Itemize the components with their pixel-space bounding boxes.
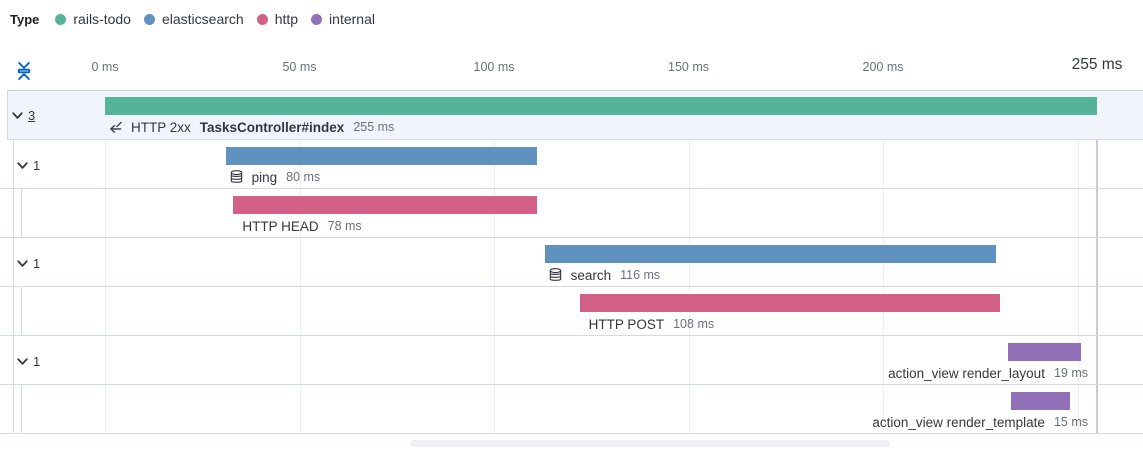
indent-guide-nested: [21, 385, 22, 434]
span-label: HTTP 2xx TasksController#index 255 ms: [108, 118, 394, 136]
indent-guide: [13, 140, 14, 434]
span-label: search 116 ms: [548, 266, 661, 284]
axis-tick: 150 ms: [668, 60, 710, 74]
span-label: action_view render_template 15 ms: [872, 413, 1088, 431]
horizontal-scrollbar[interactable]: [410, 440, 890, 447]
waterfall-row-action-view-render-layout[interactable]: [0, 336, 1143, 385]
legend-items: rails-todo elasticsearch http internal: [55, 11, 388, 27]
span-label: action_view render_layout 19 ms: [888, 364, 1088, 382]
legend-label: rails-todo: [73, 11, 131, 27]
axis-tick: 200 ms: [862, 60, 904, 74]
span-label: HTTP HEAD 78 ms: [242, 217, 361, 235]
chevron-down-icon: [16, 159, 29, 172]
span-name: ping: [251, 169, 278, 185]
trace-end-line: [1096, 90, 1098, 434]
child-count: 1: [33, 353, 41, 369]
fold-icon: [14, 61, 34, 81]
gridline: [494, 90, 496, 434]
span-result-prefix: HTTP 2xx: [131, 119, 191, 135]
span-bar-http[interactable]: [579, 294, 1000, 312]
collapse-toggle[interactable]: 1: [16, 352, 40, 370]
span-duration: 116 ms: [620, 268, 661, 282]
legend-label: elasticsearch: [161, 11, 244, 27]
span-duration: 19 ms: [1053, 366, 1088, 380]
span-label: ping 80 ms: [229, 168, 321, 186]
indent-guide-nested: [21, 189, 22, 238]
axis-tick-total-duration: 255 ms: [1071, 56, 1123, 73]
chevron-down-icon: [16, 257, 29, 270]
legend-dot: [311, 13, 323, 25]
span-name: TasksController#index: [199, 119, 345, 135]
child-count: 3: [28, 107, 36, 123]
legend-label: http: [274, 11, 299, 27]
collapse-all-button[interactable]: [8, 55, 40, 87]
span-name: search: [570, 267, 612, 283]
span-label: HTTP POST 108 ms: [589, 315, 715, 333]
collapse-toggle[interactable]: 1: [16, 156, 40, 174]
legend-dot: [143, 13, 155, 25]
database-icon: [548, 267, 563, 283]
waterfall-row-http-post[interactable]: [0, 287, 1143, 336]
legend-dot: [256, 13, 268, 25]
collapse-toggle[interactable]: 1: [16, 254, 40, 272]
legend-title: Type: [10, 11, 40, 27]
gridline: [105, 90, 106, 434]
axis-tick: 50 ms: [282, 60, 317, 74]
span-duration: 78 ms: [327, 219, 362, 233]
span-bar-elasticsearch[interactable]: [225, 147, 537, 165]
axis-tick: 100 ms: [473, 60, 515, 74]
gridline: [1077, 90, 1079, 434]
span-duration: 80 ms: [286, 170, 321, 184]
legend-item-internal: internal: [311, 11, 375, 27]
waterfall-row-ping[interactable]: [0, 140, 1143, 189]
child-count: 1: [33, 255, 41, 271]
chart-legend: Type rails-todo elasticsearch http internal: [10, 9, 388, 29]
waterfall-row-action-view-render-template[interactable]: [0, 385, 1143, 434]
legend-item-rails-todo: rails-todo: [55, 11, 131, 27]
legend-item-http: http: [256, 11, 299, 27]
span-name: action_view render_layout: [888, 365, 1045, 381]
child-count: 1: [33, 157, 41, 173]
span-bar-internal[interactable]: [1011, 392, 1070, 410]
span-bar-internal[interactable]: [1007, 343, 1082, 361]
legend-label: internal: [329, 11, 375, 27]
waterfall-row-search[interactable]: [0, 238, 1143, 287]
gridline: [299, 90, 301, 434]
span-duration: 108 ms: [673, 317, 715, 331]
database-icon: [229, 169, 244, 185]
span-duration: 255 ms: [353, 120, 395, 134]
collapse-toggle[interactable]: 3: [11, 106, 35, 124]
span-duration: 15 ms: [1053, 415, 1088, 429]
span-name: HTTP POST: [588, 316, 665, 332]
span-name: action_view render_template: [872, 414, 1045, 430]
span-bar-rails-todo[interactable]: [105, 97, 1097, 115]
trace-icon: [108, 120, 123, 135]
span-bar-elasticsearch[interactable]: [544, 245, 996, 263]
span-bar-http[interactable]: [233, 196, 537, 214]
chevron-down-icon: [11, 109, 24, 122]
axis-tick: 0 ms: [91, 60, 119, 74]
legend-item-elasticsearch: elasticsearch: [143, 11, 244, 27]
indent-guide-nested: [21, 287, 22, 336]
legend-dot: [55, 13, 67, 25]
span-name: HTTP HEAD: [242, 218, 319, 234]
chevron-down-icon: [16, 355, 29, 368]
waterfall-row-http-head[interactable]: [0, 189, 1143, 238]
